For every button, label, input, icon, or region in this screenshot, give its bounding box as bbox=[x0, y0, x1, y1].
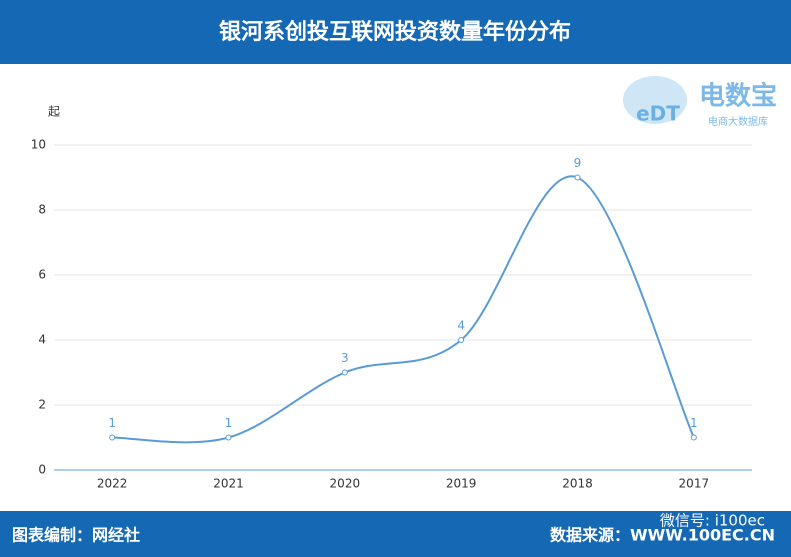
x-tick-label: 2019 bbox=[446, 477, 477, 491]
data-label: 3 bbox=[341, 351, 349, 365]
x-tick-label: 2021 bbox=[213, 477, 244, 491]
y-tick-label: 10 bbox=[31, 138, 46, 152]
footer-band bbox=[0, 511, 791, 557]
data-label: 9 bbox=[574, 156, 582, 170]
y-tick-label: 0 bbox=[38, 463, 46, 477]
data-label: 1 bbox=[690, 416, 698, 430]
point bbox=[109, 434, 116, 441]
data-label: 1 bbox=[108, 416, 116, 430]
chart-title: 银河系创投互联网投资数量年份分布 bbox=[219, 19, 571, 45]
data-label: 4 bbox=[457, 319, 465, 333]
point bbox=[690, 434, 697, 441]
y-axis-unit: 起 bbox=[48, 105, 60, 119]
footer-right: 数据来源：WWW.100EC.CN bbox=[550, 526, 775, 545]
point bbox=[225, 434, 232, 441]
header-band bbox=[0, 0, 791, 64]
x-tick-label: 2018 bbox=[562, 477, 593, 491]
y-tick-label: 8 bbox=[38, 203, 46, 217]
footer-left: 图表编制：网经社 bbox=[12, 526, 140, 545]
brand-name: 电数宝 bbox=[699, 81, 777, 112]
point bbox=[574, 174, 581, 181]
y-tick-label: 6 bbox=[38, 268, 46, 282]
logo-text: eDT bbox=[636, 102, 680, 126]
x-tick-label: 2020 bbox=[330, 477, 361, 491]
x-tick-label: 2017 bbox=[679, 477, 710, 491]
logo-cloud bbox=[623, 76, 687, 124]
wechat-watermark: 微信号: i100ec bbox=[660, 512, 765, 530]
x-tick-label: 2022 bbox=[97, 477, 128, 491]
point bbox=[458, 337, 465, 343]
y-tick-label: 4 bbox=[38, 333, 46, 347]
y-tick-label: 2 bbox=[38, 398, 46, 412]
brand-tagline: 电商大数据库 bbox=[708, 115, 768, 128]
data-label: 1 bbox=[225, 416, 233, 430]
point bbox=[341, 369, 348, 376]
